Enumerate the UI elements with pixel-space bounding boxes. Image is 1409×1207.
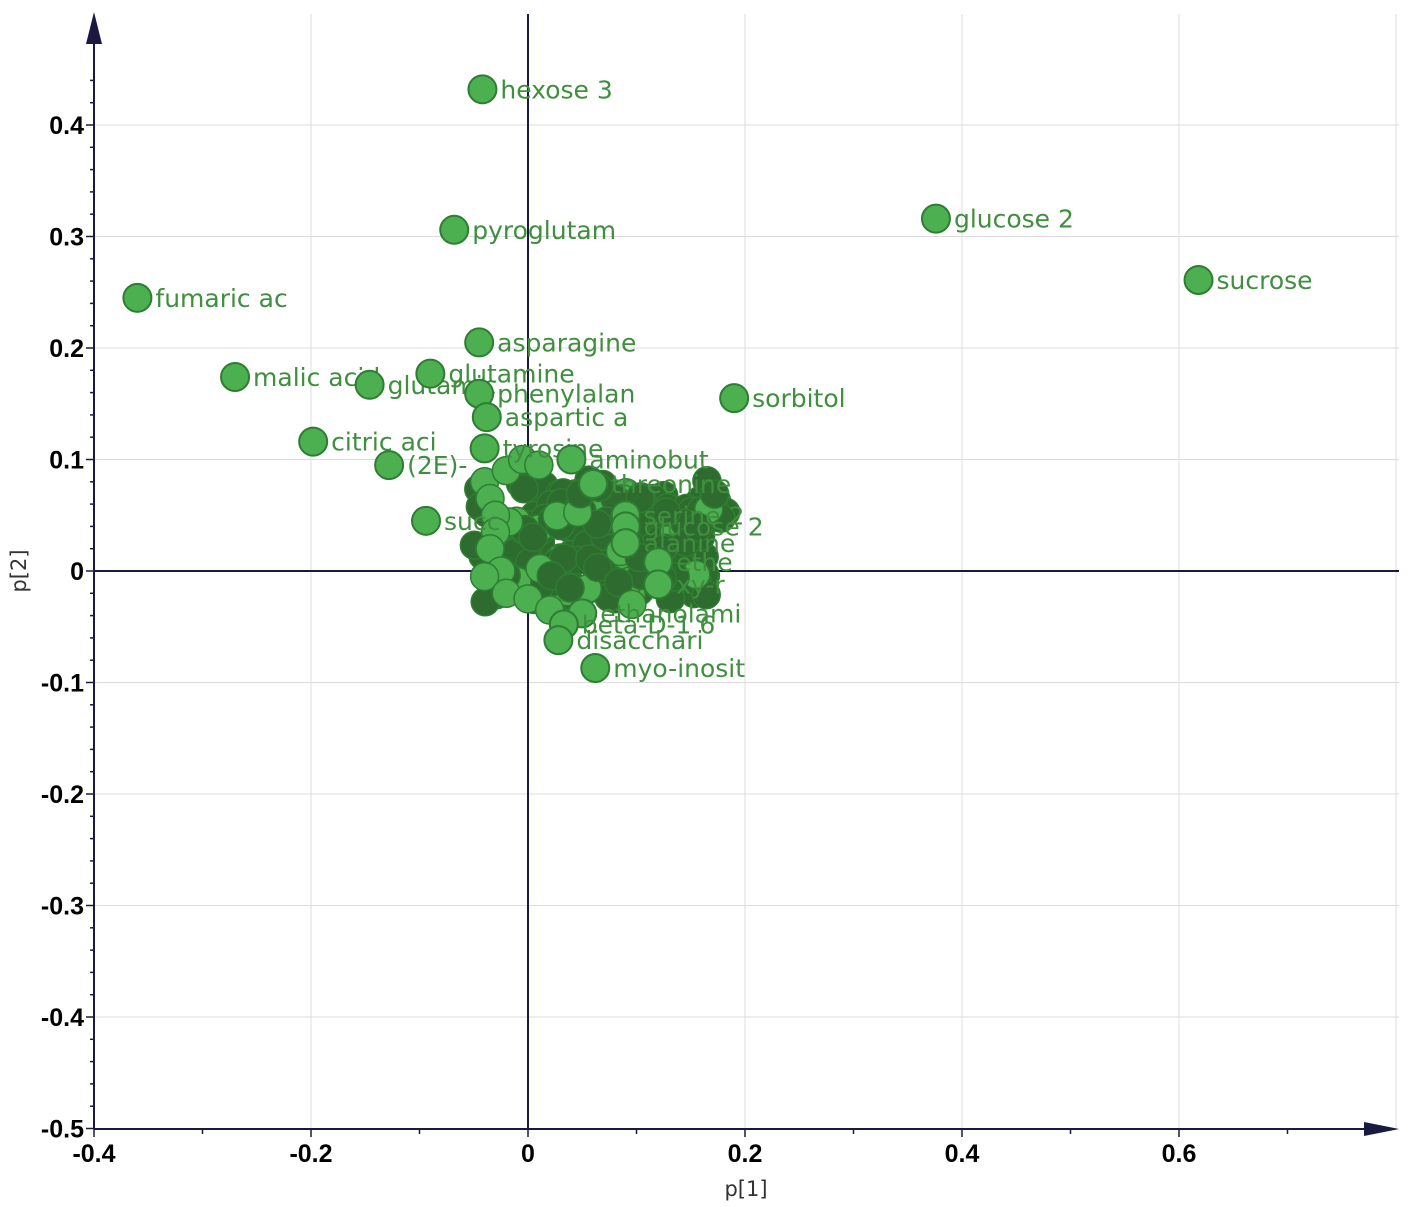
data-point: phenylalan: [464, 378, 635, 409]
y-tick-label: -0.4: [41, 1004, 84, 1032]
y-tick-label: 0.4: [49, 112, 84, 140]
point-marker: [298, 426, 329, 457]
data-point: succ: [411, 505, 500, 536]
data-point: asparagine: [464, 327, 636, 358]
data-point: sucrose: [1183, 264, 1313, 295]
y-tick-label: -0.1: [41, 670, 84, 698]
data-point: sorbitol: [719, 383, 846, 414]
point-label: threonine: [611, 470, 731, 499]
tick-labels: -0.4 -0.2 0 0.2 0.4 0.6 0.4 0.3 0.2 0.1 0 -0.1 -0.2 -…: [41, 112, 1196, 1168]
point-marker: [469, 433, 500, 464]
point-marker: [471, 402, 502, 433]
cluster-point: [699, 479, 730, 509]
y-tick-label: -0.3: [41, 893, 84, 921]
point-label: phenylalan: [497, 380, 635, 409]
x-tick-label: 0.4: [945, 1140, 980, 1168]
point-marker: [610, 528, 641, 559]
point-marker: [719, 383, 750, 414]
data-point: citric aci: [298, 426, 437, 457]
x-tick-label: 0: [521, 1140, 535, 1168]
y-tick-label: 0.1: [49, 447, 84, 475]
point-marker: [374, 450, 405, 481]
data-points: hexose 3 glucose 2 sucrose pyroglutam fumari…: [122, 74, 1313, 684]
cluster-point: [518, 522, 548, 552]
point-marker: [556, 444, 587, 475]
point-label: sucrose: [1217, 266, 1313, 295]
x-axis-arrow: [1364, 1122, 1399, 1136]
point-label: ethanolami: [600, 599, 741, 628]
point-marker: [415, 358, 446, 389]
point-label: sorbitol: [752, 384, 845, 413]
point-label: aspartic a: [505, 403, 629, 432]
point-marker: [578, 469, 609, 500]
point-marker: [411, 505, 442, 536]
y-tick-label: 0: [70, 558, 84, 586]
data-point: disacchari: [543, 625, 703, 656]
point-label: fumaric ac: [155, 284, 287, 313]
cluster-point: [603, 567, 634, 598]
data-point: ethe: [643, 547, 733, 578]
x-tick-label: 0.6: [1162, 1140, 1197, 1168]
data-point: xy-r: [643, 569, 725, 600]
data-point: glucose 2: [920, 203, 1074, 234]
point-marker: [122, 282, 153, 313]
point-marker: [543, 625, 574, 656]
point-label: aminobut: [589, 446, 708, 475]
point-marker: [354, 369, 385, 400]
data-point: hexose 3: [467, 74, 613, 105]
data-point: pyroglutam: [439, 214, 616, 245]
cluster-point: [509, 474, 539, 504]
x-axis-title: p[1]: [724, 1177, 767, 1201]
point-marker: [439, 214, 470, 245]
point-label: glucose 2: [644, 512, 764, 541]
point-marker: [467, 74, 498, 105]
y-tick-label: -0.5: [41, 1116, 84, 1144]
point-marker: [464, 327, 495, 358]
point-marker: [1183, 264, 1214, 295]
data-point: fumaric ac: [122, 282, 288, 313]
y-tick-label: 0.3: [49, 224, 84, 252]
point-marker: [220, 361, 251, 392]
data-point: (2E)-: [374, 450, 467, 481]
data-point: aspartic a: [471, 402, 629, 433]
data-point: threonine: [578, 469, 731, 500]
y-tick-label: 0.2: [49, 335, 84, 363]
point-marker: [580, 653, 611, 684]
cluster-point: [555, 573, 585, 603]
cluster-point: [524, 450, 554, 480]
point-label: serine 2: [644, 501, 745, 530]
axes: [86, 12, 1399, 1137]
x-tick-label: -0.2: [289, 1140, 332, 1168]
x-tick-label: 0.2: [728, 1140, 763, 1168]
point-marker: [920, 203, 951, 234]
point-label: tyrosine: [503, 434, 604, 463]
y-axis-arrow: [86, 12, 102, 44]
point-label: disacchari: [576, 626, 703, 655]
point-label: asparagine: [497, 328, 636, 357]
point-label: beta-D-1 6: [582, 611, 715, 640]
point-label: ethe: [676, 548, 732, 577]
data-point: aminobut: [556, 444, 709, 475]
data-point: tyrosine: [469, 433, 604, 464]
point-label: hexose 3: [500, 75, 612, 104]
point-label: pyroglutam: [472, 216, 616, 245]
cluster-point: [617, 589, 647, 620]
point-label: myo-inosit: [613, 654, 745, 683]
y-tick-label: -0.2: [41, 781, 84, 809]
point-label: succ: [444, 507, 500, 536]
cluster-point: [469, 561, 500, 592]
cluster-point: [582, 552, 613, 583]
x-tick-label: -0.4: [72, 1140, 115, 1168]
cluster-point: [683, 512, 713, 543]
point-label: glucose 2: [954, 205, 1074, 234]
point-marker: [643, 569, 674, 600]
cluster-point: [651, 497, 682, 527]
y-axis-title: p[2]: [7, 549, 31, 592]
point-label: xy-r: [676, 570, 725, 599]
data-point: myo-inosit: [580, 653, 745, 684]
point-label: (2E)-: [407, 451, 467, 480]
